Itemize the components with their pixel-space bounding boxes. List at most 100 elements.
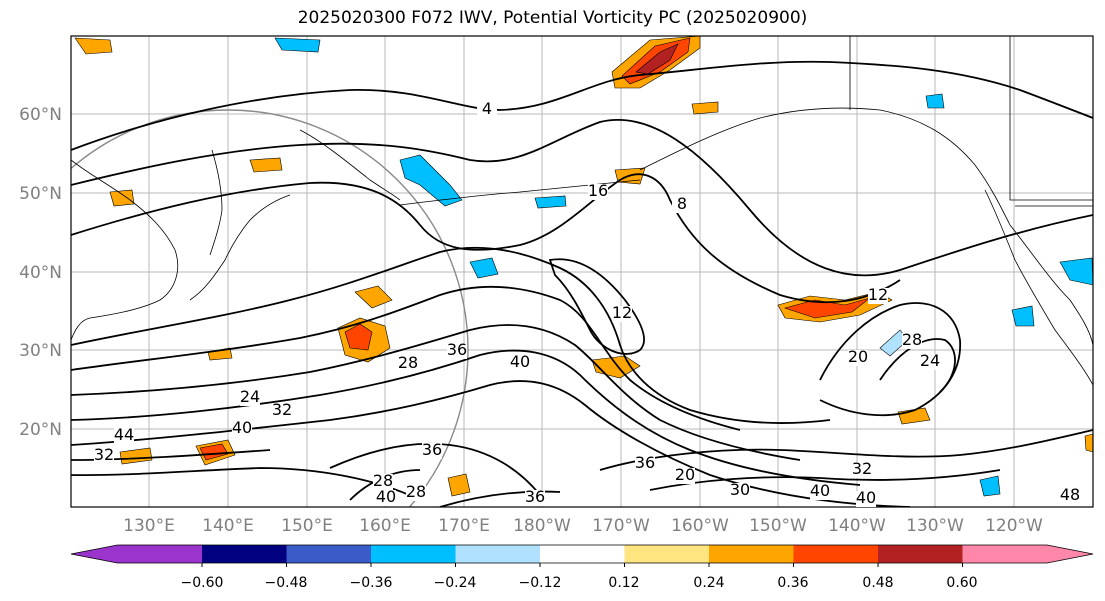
contour-label: 28 bbox=[398, 353, 418, 372]
contour-label-bg bbox=[510, 355, 530, 371]
contour-label-bg bbox=[398, 356, 418, 372]
colorbar-tick-neg060: −0.60 bbox=[181, 575, 224, 591]
colorbar-segment-9 bbox=[878, 545, 963, 563]
contour-40-low bbox=[329, 442, 541, 496]
map-title: 2025020300 F072 IWV, Potential Vorticity… bbox=[297, 8, 808, 28]
contour-label-bg bbox=[422, 443, 442, 459]
contour-36 bbox=[71, 349, 861, 486]
pv-patch-orange-3 bbox=[249, 157, 283, 173]
contour-label: 4 bbox=[482, 99, 492, 118]
lon-label-160w: 160°W bbox=[671, 516, 729, 536]
colorbar-tick-neg024: −0.24 bbox=[434, 575, 477, 591]
contour-label-bg bbox=[447, 343, 467, 359]
pv-patch-japan-orange bbox=[354, 285, 393, 309]
colorbar-tick-012: 0.12 bbox=[608, 575, 639, 591]
contour-label: 12 bbox=[612, 303, 632, 322]
lon-label-130e: 130°E bbox=[123, 516, 175, 536]
colorbar-segment-0 bbox=[117, 545, 202, 563]
colorbar bbox=[70, 544, 1094, 567]
colorbar-segment-7 bbox=[709, 545, 794, 563]
contour-label-bg bbox=[856, 491, 876, 507]
contour-label-bg bbox=[612, 306, 632, 322]
pv-patch-blue-5 bbox=[925, 93, 945, 109]
contour-label-bg bbox=[1060, 488, 1080, 504]
colorbar-tick-036: 0.36 bbox=[777, 575, 808, 591]
iwv-contours bbox=[71, 60, 1093, 507]
contour-label: 28 bbox=[373, 471, 393, 490]
bc-border bbox=[1009, 36, 1093, 201]
colorbar-tick-neg048: −0.48 bbox=[265, 575, 308, 591]
contour-label-bg bbox=[272, 403, 292, 419]
lon-label-120w: 120°W bbox=[985, 516, 1043, 536]
colorbar-outline bbox=[70, 544, 1094, 564]
pv-patch-blue-6 bbox=[979, 475, 1001, 497]
colorbar-tick-neg036: −0.36 bbox=[350, 575, 393, 591]
lat-label-50: 50°N bbox=[19, 184, 62, 204]
colorbar-segment-1 bbox=[202, 545, 287, 563]
contour-label: 24 bbox=[920, 351, 940, 370]
latitude-labels: 60°N 50°N 40°N 30°N 20°N bbox=[19, 105, 62, 440]
contour-label: 40 bbox=[232, 418, 252, 437]
contour-label: 20 bbox=[675, 465, 695, 484]
contour-4 bbox=[71, 60, 1093, 151]
pv-patch-orange-5 bbox=[691, 101, 719, 115]
contour-label: 36 bbox=[635, 453, 655, 472]
lon-label-140e: 140°E bbox=[202, 516, 254, 536]
colorbar-tick-060: 0.60 bbox=[946, 575, 977, 591]
pv-patch-blue-1 bbox=[469, 257, 499, 279]
contour-label: 40 bbox=[810, 481, 830, 500]
pv-patch-orange-8 bbox=[1084, 433, 1093, 453]
alaska-coast bbox=[639, 107, 1093, 346]
contour-label: 36 bbox=[422, 440, 442, 459]
contour-20-low bbox=[599, 429, 1093, 471]
lat-label-40: 40°N bbox=[19, 263, 62, 283]
longitude-labels: 130°E 140°E 150°E 160°E 170°E 180°W 170°… bbox=[123, 516, 1043, 536]
pv-patch-blue-2 bbox=[534, 195, 567, 209]
contour-label-bg bbox=[920, 354, 940, 370]
contour-label: 24 bbox=[240, 387, 260, 406]
contour-label-bg bbox=[675, 468, 695, 484]
colorbar-segment-4 bbox=[455, 545, 541, 563]
contour-label: 8 bbox=[677, 194, 687, 213]
contour-label: 32 bbox=[94, 445, 114, 464]
contour-label: 20 bbox=[848, 347, 868, 366]
contour-label: 40 bbox=[856, 488, 876, 507]
borders bbox=[849, 36, 1093, 207]
contour-label-bg bbox=[730, 483, 750, 499]
contour-label: 16 bbox=[588, 181, 608, 200]
contour-label-bg bbox=[672, 197, 692, 213]
colorbar-segment-3 bbox=[371, 545, 456, 563]
japan-coast bbox=[189, 194, 291, 301]
colorbar-segment-10 bbox=[962, 545, 1047, 563]
pv-patch-kuril-blue bbox=[399, 154, 463, 207]
contour-label-bg bbox=[114, 428, 134, 444]
contour-label-bg bbox=[588, 184, 608, 200]
contour-label: 36 bbox=[447, 340, 467, 359]
contour-24-east bbox=[879, 338, 956, 393]
pv-patch-east-china-core bbox=[344, 323, 373, 351]
contour-label-bg bbox=[852, 462, 872, 478]
map-plot-area bbox=[71, 36, 1093, 507]
colorbar-tick-neg012: −0.12 bbox=[519, 575, 562, 591]
pv-patch-sw-core bbox=[199, 443, 229, 461]
contour-label-bg bbox=[240, 390, 260, 406]
contour-label-bg bbox=[406, 485, 426, 501]
pv-patch-blue-3 bbox=[1059, 257, 1093, 286]
contour-label-bg bbox=[376, 490, 396, 506]
contour-label: 32 bbox=[272, 400, 292, 419]
contour-label-bg bbox=[868, 288, 888, 304]
contour-8 bbox=[71, 119, 1093, 277]
colorbar-segment-2 bbox=[286, 545, 372, 563]
colorbar-arrow-right bbox=[1047, 545, 1093, 563]
range-circle bbox=[71, 109, 469, 507]
contour-28 bbox=[71, 285, 741, 431]
colorbar-segment-8 bbox=[793, 545, 879, 563]
asia-coast bbox=[71, 159, 179, 341]
contour-label: 28 bbox=[902, 330, 922, 349]
contour-label: 40 bbox=[376, 487, 396, 506]
contour-32 bbox=[71, 324, 801, 461]
pv-patch-sw-strip bbox=[119, 447, 153, 465]
contour-24 bbox=[71, 246, 831, 424]
